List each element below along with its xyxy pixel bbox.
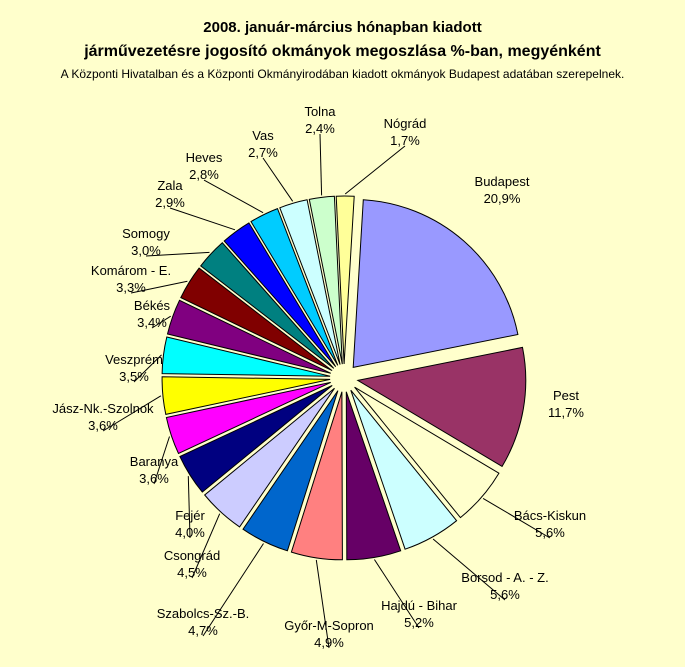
slice-label: Vas bbox=[252, 128, 274, 143]
pie-slice bbox=[223, 222, 337, 368]
slice-value-label: 4,5% bbox=[177, 565, 207, 580]
leader-line bbox=[133, 354, 162, 383]
slice-label: Somogy bbox=[122, 226, 170, 241]
slice-value-label: 20,9% bbox=[484, 191, 521, 206]
pie-slice bbox=[308, 195, 343, 365]
pie-slice bbox=[279, 199, 341, 365]
leader-line bbox=[102, 395, 162, 432]
slice-label: Jász-Nk.-Szolnok bbox=[52, 401, 154, 416]
slice-label: Budapest bbox=[475, 174, 530, 189]
slice-value-label: 3,0% bbox=[131, 243, 161, 258]
slice-value-label: 5,6% bbox=[535, 525, 565, 540]
slice-label: Tolna bbox=[304, 104, 336, 119]
slice-label: Hajdú - Bihar bbox=[381, 598, 458, 613]
slice-value-label: 2,4% bbox=[305, 121, 335, 136]
leader-line bbox=[432, 538, 506, 601]
pie-slice bbox=[290, 391, 343, 561]
pie-slice bbox=[161, 376, 331, 415]
pie-slice bbox=[250, 207, 339, 366]
pie-slice bbox=[180, 267, 333, 372]
slice-label: Heves bbox=[186, 150, 223, 165]
pie-slice bbox=[345, 391, 402, 561]
slice-value-label: 4,9% bbox=[314, 635, 344, 650]
chart-title-line-2: járművezetésre jogosító okmányok megoszl… bbox=[84, 43, 601, 60]
slice-value-label: 3,6% bbox=[88, 418, 118, 433]
slice-label: Fejér bbox=[175, 508, 205, 523]
slice-label: Békés bbox=[134, 298, 171, 313]
pie-slice bbox=[354, 386, 500, 519]
leader-line bbox=[191, 513, 221, 579]
leader-line bbox=[187, 476, 191, 539]
leader-line bbox=[373, 559, 420, 629]
pie-slice bbox=[199, 241, 335, 369]
leader-line bbox=[315, 559, 330, 649]
slice-value-label: 2,8% bbox=[189, 167, 219, 182]
slice-value-label: 3,3% bbox=[116, 280, 146, 295]
slice-value-label: 3,5% bbox=[119, 369, 149, 384]
pie-slice bbox=[356, 346, 527, 468]
slice-label: Baranya bbox=[130, 454, 179, 469]
pie-slice bbox=[161, 336, 331, 377]
slice-value-label: 11,7% bbox=[548, 405, 584, 420]
leader-line bbox=[482, 497, 551, 539]
leader-line bbox=[145, 251, 210, 257]
slice-label: Nógrád bbox=[384, 116, 427, 131]
slice-value-label: 1,7% bbox=[390, 133, 420, 148]
pie-slice bbox=[203, 387, 335, 528]
leader-line bbox=[203, 179, 264, 214]
leader-line bbox=[262, 157, 294, 202]
slice-value-label: 5,2% bbox=[404, 615, 434, 630]
leader-line bbox=[153, 436, 170, 485]
slice-value-label: 4,0% bbox=[175, 525, 205, 540]
leader-line bbox=[344, 145, 406, 195]
slice-label: Szabolcs-Sz.-B. bbox=[157, 606, 249, 621]
slice-label: Zala bbox=[157, 178, 183, 193]
pie-slice bbox=[350, 389, 458, 550]
slice-value-label: 3,4% bbox=[137, 315, 167, 330]
leader-line bbox=[130, 280, 188, 294]
chart-subtitle: A Központi Hivatalban és a Központi Okmá… bbox=[60, 67, 625, 81]
slice-label: Borsod - A. - Z. bbox=[461, 570, 548, 585]
leader-line bbox=[169, 207, 236, 231]
slice-label: Bács-Kiskun bbox=[514, 508, 586, 523]
pie-slice bbox=[352, 199, 519, 369]
pie-slice bbox=[179, 385, 333, 493]
leader-line bbox=[202, 543, 264, 637]
leader-line bbox=[151, 315, 171, 329]
chart-title-line-1: 2008. január-március hónapban kiadott bbox=[203, 19, 482, 36]
slice-value-label: 3,6% bbox=[139, 471, 169, 486]
slice-value-label: 2,7% bbox=[248, 145, 278, 160]
pie-slice bbox=[165, 381, 331, 455]
slice-label: Pest bbox=[553, 388, 579, 403]
slice-label: Győr-M-Sopron bbox=[284, 618, 374, 633]
slice-label: Csongrád bbox=[164, 548, 220, 563]
slice-value-label: 4,7% bbox=[188, 623, 218, 638]
leader-line bbox=[319, 133, 323, 196]
slice-value-label: 2,9% bbox=[155, 195, 185, 210]
slice-label: Veszprém bbox=[105, 352, 163, 367]
pie-slice bbox=[242, 390, 339, 552]
slice-value-label: 5,6% bbox=[490, 587, 520, 602]
pie-slice bbox=[335, 195, 355, 365]
pie-slice bbox=[166, 299, 332, 374]
slice-label: Komárom - E. bbox=[91, 263, 171, 278]
